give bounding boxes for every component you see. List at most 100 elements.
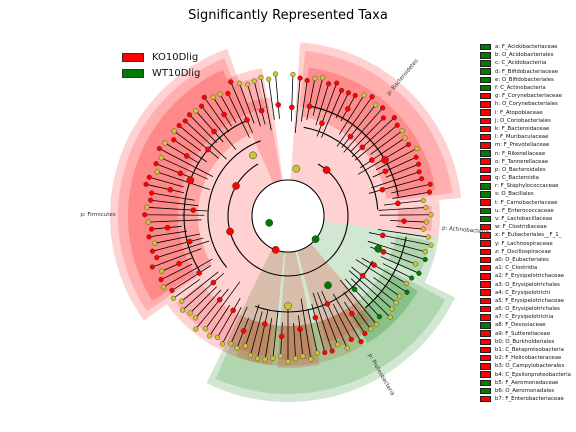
taxon-node bbox=[232, 182, 240, 190]
taxon-node bbox=[382, 168, 389, 175]
taxon-node bbox=[399, 128, 405, 134]
taxa-legend-swatch bbox=[480, 133, 491, 141]
taxon-node bbox=[368, 157, 375, 163]
tree-branch bbox=[382, 263, 412, 279]
clade-highlight bbox=[234, 77, 266, 115]
taxon-node bbox=[335, 342, 341, 348]
taxon-node bbox=[344, 345, 350, 351]
taxon-node bbox=[288, 104, 295, 111]
taxon-node bbox=[164, 224, 171, 231]
taxa-legend-swatch bbox=[480, 346, 491, 354]
tree-branch bbox=[171, 265, 212, 291]
taxa-legend-swatch bbox=[480, 43, 491, 51]
tree-branch bbox=[339, 94, 365, 135]
tree-branch bbox=[150, 199, 199, 207]
taxon-node bbox=[149, 190, 155, 196]
taxa-legend-label: a1: C_Clostridia bbox=[495, 265, 538, 272]
taxa-legend-label: a7: C_Erysipelotrichia bbox=[495, 314, 554, 321]
taxon-node bbox=[362, 330, 368, 337]
tree-branch bbox=[145, 183, 185, 194]
taxa-legend-label: v: F_Lactobacillaceae bbox=[495, 216, 553, 223]
taxa-legend-label: a2: F_Erysipelotrichaceae bbox=[495, 273, 565, 280]
taxon-node bbox=[258, 107, 265, 114]
taxa-legend-label: b2: F_Helicobacteraceae bbox=[495, 355, 562, 362]
tree-branch bbox=[173, 130, 201, 152]
taxon-node bbox=[369, 94, 375, 100]
tree-branch bbox=[343, 301, 366, 334]
taxa-legend-item: q: C_Bacteroidia bbox=[480, 174, 576, 182]
tree-branch bbox=[144, 214, 205, 216]
taxa-legend-item: b: O_Acidobacteriales bbox=[480, 51, 576, 59]
taxon-node bbox=[314, 350, 320, 356]
taxa-legend-item: l: F_Muribaculaceae bbox=[480, 133, 576, 141]
taxa-legend-label: i: F_Atopobiaceae bbox=[495, 109, 543, 116]
taxon-node bbox=[236, 80, 243, 86]
taxa-legend-item: b0: O_Burkholderiales bbox=[480, 338, 576, 346]
taxa-legend-label: c: C_Acidobacteriia bbox=[495, 60, 547, 67]
taxon-node bbox=[412, 261, 419, 267]
taxa-legend-item: a1: C_Clostridia bbox=[480, 264, 576, 272]
taxa-legend-item: a: F_Acidobacteriaceae bbox=[480, 43, 576, 51]
taxon-node bbox=[176, 260, 182, 267]
tree-branch bbox=[300, 80, 308, 122]
tree-branch bbox=[368, 232, 432, 246]
taxon-node bbox=[312, 314, 319, 321]
taxa-legend-swatch bbox=[480, 117, 491, 125]
taxon-node bbox=[428, 212, 434, 218]
taxon-node bbox=[334, 80, 340, 86]
clade-highlight bbox=[117, 58, 247, 312]
taxon-node bbox=[393, 300, 399, 306]
taxa-legend-label: r: F_Staphylococcaceae bbox=[495, 183, 559, 190]
taxa-legend-label: n: F_Rikenellaceae bbox=[495, 150, 546, 157]
taxa-legend-item: a0: O_Eubacteriales bbox=[480, 256, 576, 264]
taxon-node bbox=[190, 207, 197, 213]
tree-branch bbox=[390, 220, 427, 223]
taxon-node bbox=[403, 280, 410, 287]
taxon-node bbox=[244, 117, 250, 123]
taxon-node bbox=[271, 245, 280, 254]
taxon-node bbox=[192, 315, 199, 321]
taxa-legend-item: b1: C_Betaproteobacteria bbox=[480, 346, 576, 354]
taxon-node bbox=[221, 111, 227, 118]
tree-branch bbox=[178, 125, 219, 159]
tree-branch bbox=[383, 200, 424, 206]
taxa-legend-label: j: O_Coriobacteriales bbox=[495, 117, 551, 124]
taxa-legend-label: b1: C_Betaproteobacteria bbox=[495, 347, 564, 354]
taxon-node bbox=[416, 169, 422, 175]
tree-branch bbox=[311, 304, 326, 353]
taxa-legend-item: y: F_Lachnospiraceae bbox=[480, 240, 576, 248]
legend-swatch-ko bbox=[122, 52, 144, 62]
taxon-node bbox=[418, 176, 425, 182]
tree-branch bbox=[344, 278, 380, 317]
taxon-node bbox=[228, 79, 234, 85]
taxa-legend-label: a0: O_Eubacteriales bbox=[495, 256, 549, 263]
taxa-legend-item: a7: C_Erysipelotrichia bbox=[480, 313, 576, 321]
taxa-legend-swatch bbox=[480, 125, 491, 133]
tree-branch bbox=[354, 124, 398, 161]
taxa-legend-label: b4: C_Epsilonproteobacteria bbox=[495, 371, 571, 378]
taxa-legend-label: m: F_Prevotellaceae bbox=[495, 142, 550, 149]
clade-highlight bbox=[397, 205, 432, 232]
taxon-node bbox=[266, 76, 272, 82]
taxon-node bbox=[402, 135, 408, 141]
tree-branch bbox=[361, 257, 407, 284]
taxon-node bbox=[351, 286, 358, 293]
taxon-node bbox=[284, 302, 292, 310]
tree-branch bbox=[149, 176, 184, 188]
tree-branch bbox=[371, 171, 420, 189]
taxa-legend-swatch bbox=[480, 158, 491, 165]
tree-branch-arc bbox=[183, 119, 250, 275]
taxa-legend-label: b: O_Acidobacteriales bbox=[495, 52, 554, 59]
taxon-node bbox=[262, 356, 268, 362]
tree-branch bbox=[312, 292, 333, 352]
tree-branch bbox=[152, 237, 204, 252]
taxa-legend-item: u: F_Enterococcaceae bbox=[480, 207, 576, 215]
taxa-legend-item: f: C_Actinobacteria bbox=[480, 84, 576, 92]
taxon-node bbox=[324, 301, 331, 307]
tree-branch bbox=[321, 90, 342, 138]
taxon-node bbox=[387, 314, 393, 320]
taxon-node bbox=[240, 328, 247, 334]
tree-branch bbox=[336, 96, 373, 147]
taxa-legend-label: a3: O_Erysipelotrichales bbox=[495, 281, 560, 288]
tree-branch bbox=[182, 272, 225, 311]
